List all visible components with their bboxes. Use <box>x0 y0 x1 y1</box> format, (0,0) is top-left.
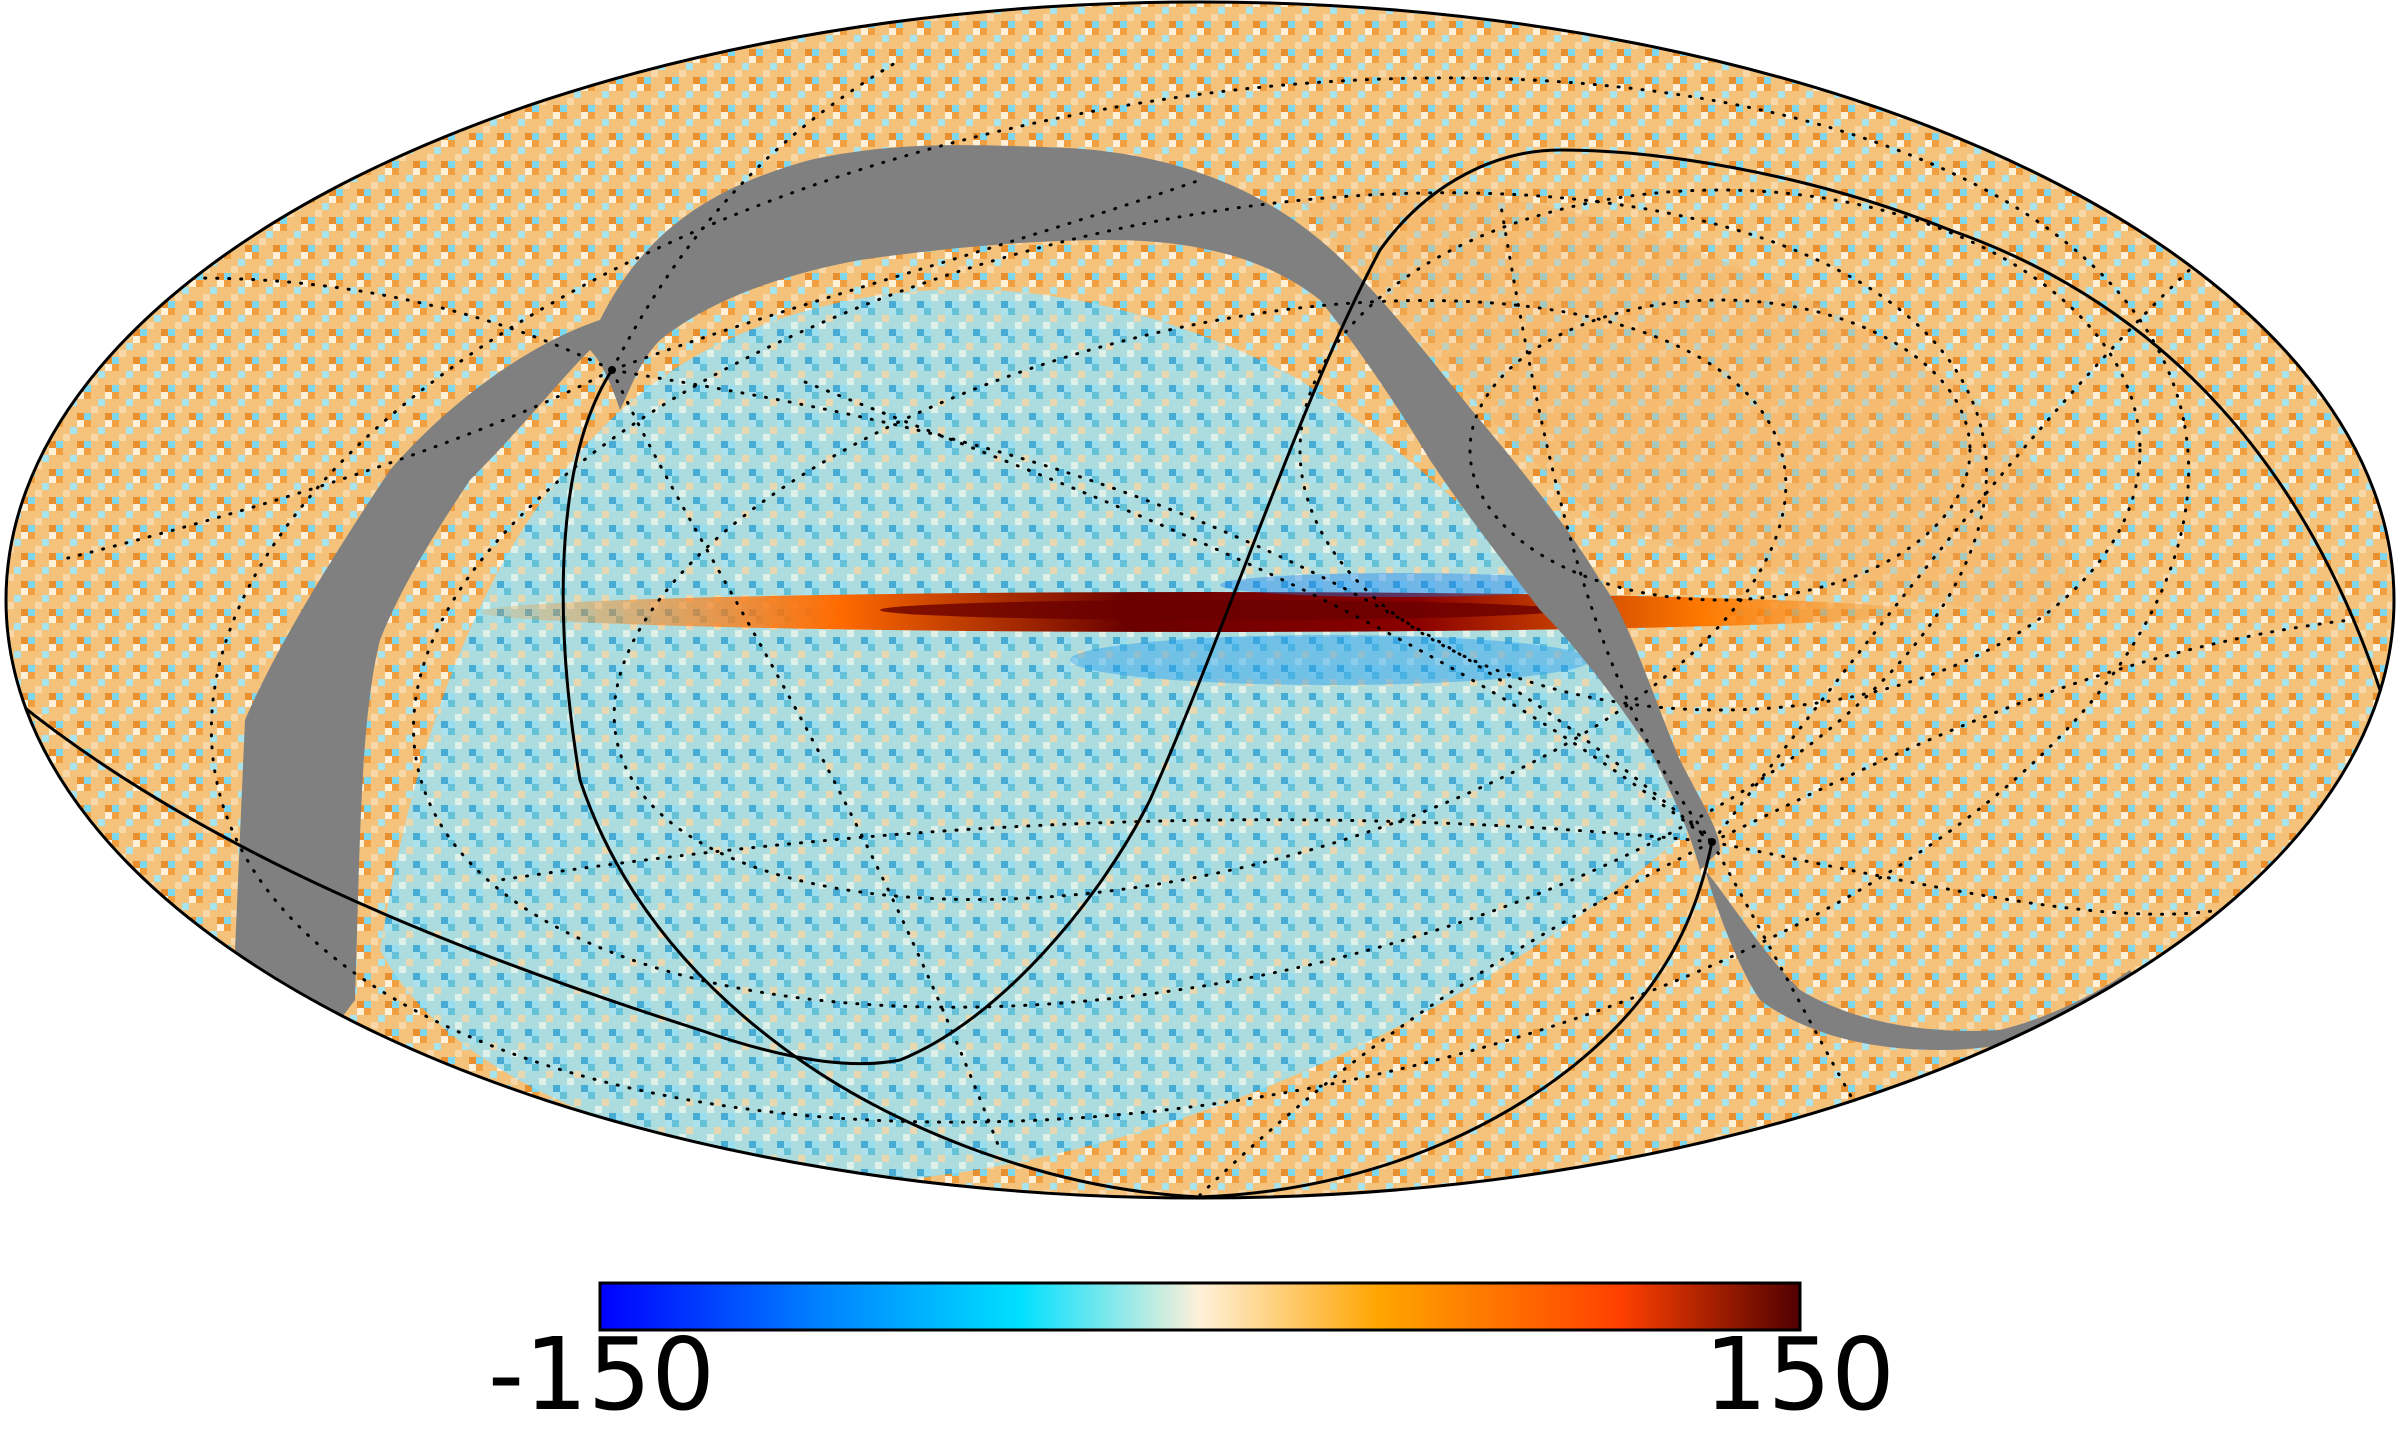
cool-strip-above-plane <box>1220 573 1580 597</box>
north-pole-marker <box>608 366 616 374</box>
colorbar-max-label: 150 <box>1704 1316 1895 1433</box>
map-boundary <box>4 0 2396 1200</box>
colorbar <box>598 1281 1802 1332</box>
masked-region-tail <box>1705 870 2140 1050</box>
colorbar-min-label: -150 <box>488 1316 715 1433</box>
graticule <box>58 58 2352 1197</box>
map-warm-region <box>1300 190 2070 620</box>
masked-region <box>235 145 1720 1020</box>
solid-curves <box>14 148 2382 1198</box>
south-pole-marker <box>1708 838 1716 846</box>
galactic-plane-core <box>880 600 1560 620</box>
cool-strip-below-plane <box>1070 635 1590 685</box>
map-cool-region <box>380 289 1700 1181</box>
